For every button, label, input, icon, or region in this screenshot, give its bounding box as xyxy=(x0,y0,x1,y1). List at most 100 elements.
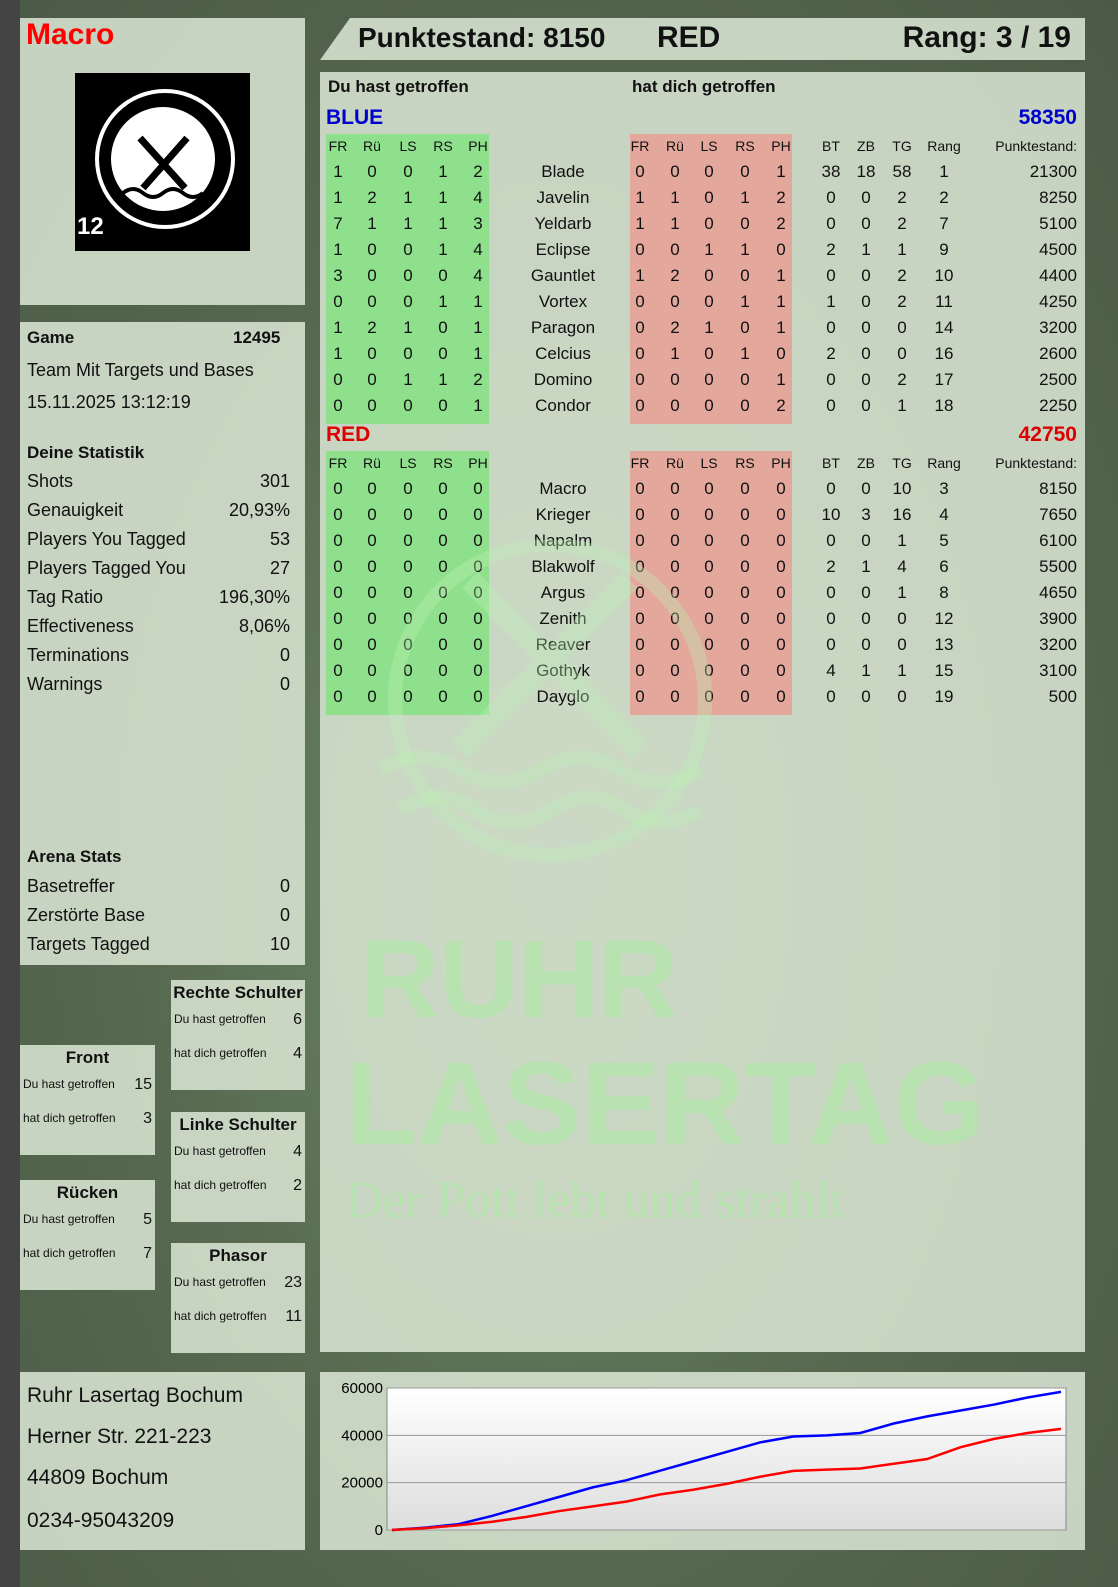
hit-you-cell: 2 xyxy=(670,266,680,285)
stat-label: Basetreffer xyxy=(27,876,115,896)
you-hit-cell: 0 xyxy=(367,557,377,576)
hit-you-value: 7 xyxy=(143,1245,152,1262)
player-name: Celcius xyxy=(535,344,591,363)
stat-cell-bt: 2 xyxy=(826,240,836,259)
hit-you-cell: 1 xyxy=(635,188,645,207)
hit-you-cell: 0 xyxy=(670,479,680,498)
hit-you-cell: 0 xyxy=(670,505,680,524)
stat-cell-zb: 1 xyxy=(861,661,871,680)
stat-cell-tg: 2 xyxy=(897,214,907,233)
column-header: LS xyxy=(399,138,417,154)
you-hit-cell: 0 xyxy=(473,635,483,654)
you-hit-label: Du hast getroffen xyxy=(174,1144,266,1158)
column-header: FR xyxy=(630,455,650,471)
stat-cell-rang: 1 xyxy=(939,162,949,181)
you-hit-cell: 0 xyxy=(367,609,377,628)
you-hit-cell: 1 xyxy=(403,214,413,233)
stat-row: Genauigkeit 20,93% xyxy=(27,500,290,521)
stat-cell-bt: 0 xyxy=(826,370,836,389)
hit-you-cell: 1 xyxy=(740,292,750,311)
stat-cell-tg: 0 xyxy=(897,635,907,654)
stat-cell-tg: 58 xyxy=(892,162,912,181)
you-hit-cell: 0 xyxy=(438,505,448,524)
hit-you-cell: 0 xyxy=(635,505,645,524)
you-hit-cell: 0 xyxy=(367,479,377,498)
stat-cell-zb: 0 xyxy=(861,479,871,498)
column-header: LS xyxy=(399,455,417,471)
stat-cell-rang: 13 xyxy=(934,635,954,654)
hit-you-cell: 0 xyxy=(635,162,645,181)
you-hit-cell: 1 xyxy=(438,370,448,389)
hit-you-block xyxy=(630,451,792,715)
stat-cell-rang: 14 xyxy=(934,318,954,337)
hit-you-cell: 0 xyxy=(635,557,645,576)
stat-cell-rang: 7 xyxy=(939,214,949,233)
column-header: Rang xyxy=(927,138,961,154)
hit-you-cell: 1 xyxy=(776,292,786,311)
player-name: Gauntlet xyxy=(530,266,596,285)
you-hit-cell: 0 xyxy=(367,661,377,680)
you-hit-cell: 0 xyxy=(367,583,377,602)
player-name: Zenith xyxy=(539,609,587,628)
stat-label: Genauigkeit xyxy=(27,500,124,520)
hit-you-cell: 0 xyxy=(635,370,645,389)
column-header: PH xyxy=(468,455,488,471)
column-header: ZB xyxy=(857,138,875,154)
you-hit-cell: 0 xyxy=(367,162,377,181)
hit-you-cell: 2 xyxy=(670,318,680,337)
column-header: PH xyxy=(771,138,791,154)
you-hit-value: 4 xyxy=(293,1143,302,1160)
stat-cell-tg: 10 xyxy=(892,479,912,498)
stat-cell-rang: 15 xyxy=(934,661,954,680)
hit-you-label: hat dich getroffen xyxy=(23,1111,116,1125)
player-score: 500 xyxy=(1048,687,1077,706)
hit-you-label: hat dich getroffen xyxy=(174,1046,267,1060)
hit-you-cell: 0 xyxy=(670,370,680,389)
hit-you-cell: 1 xyxy=(670,214,680,233)
you-hit-cell: 0 xyxy=(367,370,377,389)
you-hit-cell: 0 xyxy=(403,635,413,654)
player-score: 3200 xyxy=(1039,318,1077,337)
player-name: Argus xyxy=(540,583,586,602)
you-hit-cell: 0 xyxy=(367,635,377,654)
y-tick-label: 0 xyxy=(375,1522,383,1539)
y-tick-label: 20000 xyxy=(341,1475,383,1492)
you-hit-cell: 0 xyxy=(403,479,413,498)
hit-you-cell: 0 xyxy=(635,318,645,337)
stat-cell-rang: 12 xyxy=(934,609,954,628)
you-hit-cell: 0 xyxy=(403,609,413,628)
stat-cell-rang: 8 xyxy=(939,583,949,602)
you-hit-cell: 0 xyxy=(403,531,413,550)
hit-you-cell: 2 xyxy=(776,214,786,233)
hit-you-cell: 0 xyxy=(776,687,786,706)
game-number: 12495 xyxy=(233,328,281,347)
player-name: Javelin xyxy=(536,188,590,207)
you-hit-cell: 0 xyxy=(403,687,413,706)
player-name: Blade xyxy=(541,162,585,181)
you-hit-cell: 0 xyxy=(333,292,343,311)
hit-you-cell: 0 xyxy=(776,661,786,680)
stats-title: Deine Statistik xyxy=(27,443,145,462)
you-hit-cell: 0 xyxy=(438,344,448,363)
stat-row: Warnings 0 xyxy=(27,674,290,695)
hit-you-cell: 0 xyxy=(776,531,786,550)
stat-cell-rang: 5 xyxy=(939,531,949,550)
you-hit-cell: 0 xyxy=(333,396,343,415)
hit-you-cell: 0 xyxy=(670,531,680,550)
you-hit-title: Du hast getroffen xyxy=(328,77,469,96)
player-score: 7650 xyxy=(1039,505,1077,524)
hit-you-cell: 1 xyxy=(704,240,714,259)
stat-cell-tg: 0 xyxy=(897,318,907,337)
you-hit-cell: 0 xyxy=(367,344,377,363)
you-hit-cell: 0 xyxy=(473,557,483,576)
hit-you-cell: 0 xyxy=(670,240,680,259)
you-hit-cell: 1 xyxy=(333,318,343,337)
stat-label: Zerstörte Base xyxy=(27,905,146,925)
stat-value: 0 xyxy=(279,674,290,694)
stat-cell-tg: 0 xyxy=(897,687,907,706)
player-score: 5100 xyxy=(1039,214,1077,233)
hit-you-cell: 0 xyxy=(635,479,645,498)
you-hit-cell: 1 xyxy=(473,292,483,311)
hit-zone-rechte-schulter: Rechte Schulter Du hast getroffen 6 hat dic… xyxy=(171,980,305,1090)
hit-you-cell: 0 xyxy=(670,687,680,706)
